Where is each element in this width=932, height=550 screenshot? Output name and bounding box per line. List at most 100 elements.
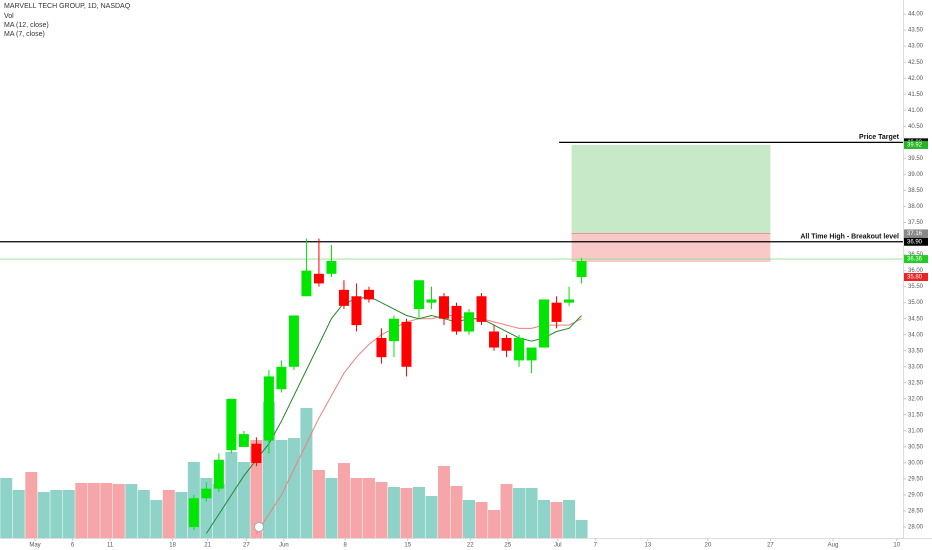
candle-body: [451, 305, 462, 332]
volume-bar: [250, 440, 263, 538]
y-tick-label: 43.50: [908, 28, 924, 34]
volume-bar: [337, 463, 350, 538]
x-tick-label: 8: [344, 543, 348, 549]
price-label: 36.36: [907, 257, 923, 263]
candle-body: [363, 289, 374, 300]
volume-bar: [525, 488, 538, 538]
candle-body: [539, 299, 550, 348]
volume-bar: [425, 496, 438, 538]
x-tick-label: 20: [705, 543, 712, 549]
event-icon[interactable]: [254, 522, 264, 532]
profit-zone: [571, 144, 771, 234]
volume-bar: [125, 484, 138, 538]
candle-body: [213, 459, 224, 489]
x-tick-label: 18: [169, 543, 176, 549]
candle-body: [514, 337, 525, 361]
price-label: 36.90: [907, 239, 923, 245]
volume-bar: [387, 487, 400, 538]
y-tick-label: 29.50: [908, 477, 924, 483]
y-tick-label: 31.50: [908, 412, 924, 418]
legend-entry: MA (7, close): [4, 31, 45, 38]
candle-body: [288, 315, 299, 367]
chart-title: MARVELL TECH GROUP, 1D, NASDAQ: [4, 3, 131, 10]
x-tick-label: 15: [404, 543, 411, 549]
volume-bar: [563, 500, 576, 538]
x-tick-label: 21: [204, 543, 211, 549]
x-tick-label: May: [29, 543, 40, 549]
y-tick-label: 43.00: [908, 44, 924, 50]
y-tick-label: 44.00: [908, 12, 924, 18]
volume-bar: [500, 484, 513, 538]
y-tick-label: 38.00: [908, 204, 924, 210]
x-tick-label: 7: [594, 543, 598, 549]
volume-bar: [37, 492, 50, 538]
volume-bar: [150, 500, 163, 538]
y-tick-label: 42.00: [908, 76, 924, 82]
candle-body: [201, 488, 212, 499]
x-tick-label: 10: [893, 543, 900, 549]
volume-bar: [312, 470, 325, 538]
candle-body: [276, 366, 287, 390]
y-tick-label: 29.00: [908, 493, 924, 499]
volume-bar: [463, 500, 476, 538]
candle-body: [188, 498, 199, 528]
y-tick-label: 42.50: [908, 60, 924, 66]
candle-body: [263, 376, 274, 441]
y-tick-label: 35.00: [908, 300, 924, 306]
candle-body: [238, 434, 249, 447]
y-tick-label: 36.00: [908, 268, 924, 274]
volume-bar: [412, 487, 425, 538]
volume-bar: [538, 500, 551, 538]
x-tick-label: 27: [243, 543, 250, 549]
y-tick-label: 35.50: [908, 284, 924, 290]
volume-bar: [275, 440, 288, 538]
price-label-box: [904, 273, 928, 282]
candle-body: [576, 260, 587, 278]
volume-bar: [287, 438, 300, 538]
y-tick-label: 37.50: [908, 220, 924, 226]
x-tick-label: Jun: [279, 543, 289, 549]
candle-body: [326, 260, 337, 274]
price-label: 37.16: [907, 231, 923, 237]
x-tick-label: Aug: [828, 543, 839, 549]
candle-body: [489, 331, 500, 348]
y-tick-label: 39.00: [908, 172, 924, 178]
candle-body: [564, 299, 575, 303]
y-tick-label: 33.00: [908, 364, 924, 370]
candle-body: [401, 321, 412, 367]
x-tick-label: Jul: [554, 543, 562, 549]
volume-bar: [237, 462, 250, 538]
volume-bar: [513, 488, 526, 538]
volume-bar: [0, 478, 13, 538]
volume-bar: [400, 488, 413, 538]
x-tick-label: 11: [107, 543, 114, 549]
annotation: Price Target: [859, 134, 900, 141]
legend-entry: Vol: [4, 13, 14, 20]
volume-bar: [75, 483, 88, 538]
volume-bar: [437, 466, 450, 538]
y-tick-label: 32.50: [908, 380, 924, 386]
volume-bar: [162, 490, 175, 538]
price-label-box: [904, 229, 928, 238]
price-label: 39.92: [907, 142, 923, 148]
candle-body: [551, 302, 562, 322]
candle-body: [464, 312, 475, 332]
volume-bar: [100, 483, 113, 538]
y-tick-label: 33.50: [908, 348, 924, 354]
volume-bar: [25, 472, 38, 538]
volume-bar: [62, 490, 75, 538]
y-tick-label: 32.00: [908, 396, 924, 402]
x-tick-label: 27: [767, 543, 774, 549]
volume-bar: [575, 520, 588, 538]
x-tick-label: 25: [504, 543, 511, 549]
candle-body: [438, 296, 449, 319]
volume-bar: [488, 510, 501, 538]
price-label-box: [904, 140, 928, 149]
candle-body: [476, 296, 487, 322]
y-tick-label: 41.50: [908, 92, 924, 98]
volume-bar: [475, 502, 488, 538]
y-tick-label: 34.00: [908, 332, 924, 338]
plot-area: [0, 141, 903, 538]
